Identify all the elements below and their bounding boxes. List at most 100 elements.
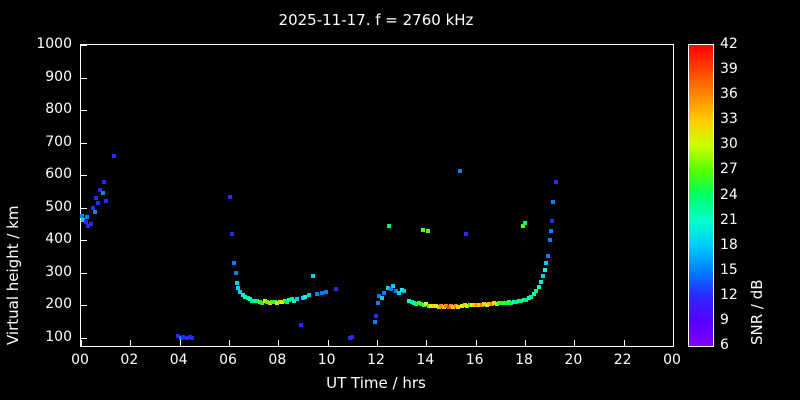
data-point [492,301,497,306]
x-tick-label: 10 [317,352,336,368]
data-point [372,319,377,324]
data-point [429,304,434,309]
data-point [526,296,531,301]
y-tick-mark [81,240,87,242]
data-point [298,322,303,327]
colorbar-tick-label: 30 [720,136,738,153]
x-tick-mark [327,340,329,346]
data-point [92,209,97,214]
data-point [467,303,472,308]
data-point [420,227,425,232]
x-tick-mark [426,340,428,346]
chart-title: 2025-11-17. f = 2760 kHz [278,11,474,29]
data-point [238,290,243,295]
data-point [407,298,412,303]
colorbar-tick-label: 6 [720,337,729,353]
colorbar-tick-label: 39 [720,61,738,78]
y-tick-label: 800 [45,101,72,118]
data-point [463,231,468,236]
data-point [439,304,444,309]
x-tick-mark [179,340,181,346]
x-tick-mark [623,340,625,346]
data-point [419,302,424,307]
data-point [462,303,467,308]
data-point [185,335,190,340]
y-tick-label: 900 [45,68,72,85]
data-point [502,300,507,305]
data-point [434,304,439,309]
data-point [545,253,550,258]
plot-area [80,44,674,347]
x-tick-mark [673,340,674,346]
data-point [260,300,265,305]
data-point [280,300,285,305]
x-tick-mark [81,340,82,346]
data-point [81,218,86,223]
data-point [506,300,511,305]
data-point [550,219,555,224]
data-point [83,220,88,225]
data-point [394,289,399,293]
data-point [307,293,312,298]
colorbar-axis-label: SNR / dB [748,279,766,345]
data-point [402,289,407,293]
x-tick-label: 18 [515,352,533,368]
colorbar-tick-label: 18 [720,236,738,253]
data-point [547,238,552,243]
data-point [282,298,287,303]
data-point [303,294,308,299]
x-tick-mark [574,340,576,346]
x-axis-label: UT Time / hrs [326,374,426,392]
data-point [187,334,192,339]
colorbar-tick-label: 24 [720,186,738,203]
x-tick-label: 02 [120,352,139,368]
colorbar-tick-label: 21 [720,211,738,228]
data-point [391,283,396,288]
data-point [347,335,352,340]
data-point [284,299,289,304]
colorbar-tick-label: 12 [720,286,738,303]
data-point [548,229,553,234]
colorbar-tick-label: 15 [720,261,738,278]
data-point [376,300,381,305]
x-tick-label: 14 [416,352,435,368]
data-point [181,334,186,339]
y-tick-label: 600 [45,166,72,183]
y-tick-label: 1000 [36,36,72,52]
data-point [178,335,183,340]
data-point [379,295,384,300]
y-tick-mark [81,207,87,209]
x-tick-label: 12 [367,352,385,368]
data-point [446,304,451,309]
data-point [529,294,534,299]
y-tick-mark [81,305,87,307]
data-point [245,296,250,301]
data-point [540,274,545,279]
data-point [176,334,181,339]
data-point [91,206,96,211]
data-point [414,302,419,307]
data-point [270,299,275,304]
x-tick-label: 20 [564,352,583,368]
data-point [519,299,524,304]
y-tick-mark [81,337,87,339]
data-point [397,290,402,295]
x-tick-label: 16 [465,352,484,368]
y-tick-mark [81,272,87,274]
data-point [457,169,462,174]
data-point [460,303,465,308]
x-tick-label: 06 [219,352,237,368]
x-tick-mark [525,340,526,346]
colorbar-tick-label: 36 [720,86,738,103]
data-point [487,301,492,306]
data-point [477,303,482,308]
data-point [289,297,294,302]
data-point [377,294,382,299]
data-point [499,301,504,306]
data-point [520,224,525,229]
data-point [350,334,355,339]
data-point [86,223,91,228]
data-point [497,301,502,306]
data-point [531,292,536,297]
